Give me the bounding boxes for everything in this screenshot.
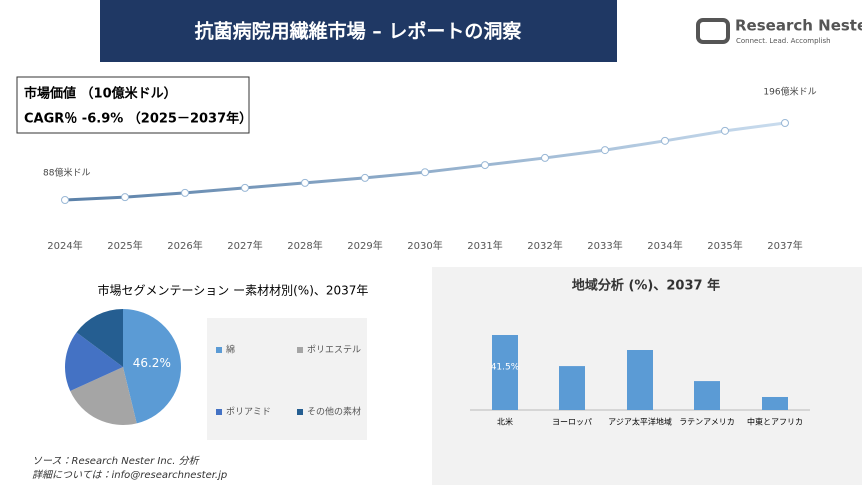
x-tick-label: 2032年 (527, 239, 562, 252)
x-tick-label: アジア太平洋地域 (608, 417, 672, 427)
contact: 詳細については：info@researchnester.jp (32, 469, 227, 481)
market-line (64, 121, 786, 202)
pie-slice (70, 367, 137, 425)
line-point (601, 146, 609, 155)
x-tick-label: 2037年 (767, 239, 802, 252)
line-point (721, 126, 729, 135)
line-point (421, 168, 429, 177)
annotation: 196億米ドル (763, 86, 816, 98)
x-tick-label: 2027年 (227, 239, 262, 252)
logo-icon (696, 18, 730, 44)
annotation: 88億米ドル (43, 167, 90, 179)
line-point (481, 161, 489, 170)
x-tick-label: 2026年 (167, 239, 202, 252)
x-tick-label: ヨーロッパ (552, 418, 592, 427)
x-tick-label: 2030年 (407, 239, 442, 252)
line-point (361, 173, 369, 182)
line-point (541, 153, 549, 162)
title-banner (100, 0, 617, 62)
legend-swatch (297, 347, 303, 353)
data-label: 41.5% (491, 363, 520, 373)
legend-swatch (216, 409, 222, 415)
x-tick-label: 2034年 (647, 239, 682, 252)
pie-slice (76, 309, 123, 367)
x-tick-label: 2035年 (707, 239, 742, 252)
summary-box (16, 76, 250, 134)
legend-box (207, 318, 367, 440)
legend-label: その他の素材 (307, 406, 361, 418)
source: ソース：Research Nester Inc. 分析 (32, 455, 201, 467)
x-tick-label: 2028年 (287, 239, 322, 252)
line-point (781, 119, 789, 127)
line-point (121, 193, 129, 202)
page-title: 抗菌病院用繊維市場 – レポートの洞察 (195, 20, 523, 43)
market-value: 市場価値 （10億米ドル） (24, 86, 177, 102)
bar (627, 350, 653, 410)
bar (492, 335, 518, 410)
legend-label: 綿 (226, 344, 235, 356)
x-tick-label: ラテンアメリカ (679, 418, 735, 427)
x-tick-label: 北米 (497, 417, 513, 427)
x-tick-label: 2033年 (587, 239, 622, 252)
legend-label: ポリアミド (226, 407, 271, 418)
x-tick-label: 2029年 (347, 239, 382, 252)
x-tick-label: 中東とアフリカ (747, 417, 803, 427)
line-point (241, 183, 249, 192)
cagr: CAGR％ -6.9% （2025－2037年） (24, 111, 252, 127)
x-tick-label: 2024年 (47, 239, 82, 252)
bar (694, 381, 720, 410)
pie-slice (64, 332, 123, 392)
bar (559, 366, 585, 410)
logo-text: Research Nester (735, 17, 862, 35)
pie-title: 市場セグメンテーション ー素材材別(%)、2037年 (98, 284, 369, 298)
line-point (61, 196, 69, 204)
logo-tagline: Connect. Lead. Accomplish (736, 37, 831, 45)
bar-title: 地域分析 (%)、2037 年 (572, 278, 720, 294)
x-tick-label: 2025年 (107, 239, 142, 252)
bar (762, 396, 788, 410)
data-label: 46.2% (133, 356, 171, 370)
pie-slice (123, 309, 182, 424)
legend-label: ポリエステル (307, 345, 361, 356)
line-point (661, 136, 669, 145)
legend-swatch (216, 347, 222, 353)
line-point (301, 178, 309, 187)
x-tick-label: 2031年 (467, 239, 502, 252)
line-point (181, 188, 189, 197)
legend-swatch (297, 409, 303, 415)
